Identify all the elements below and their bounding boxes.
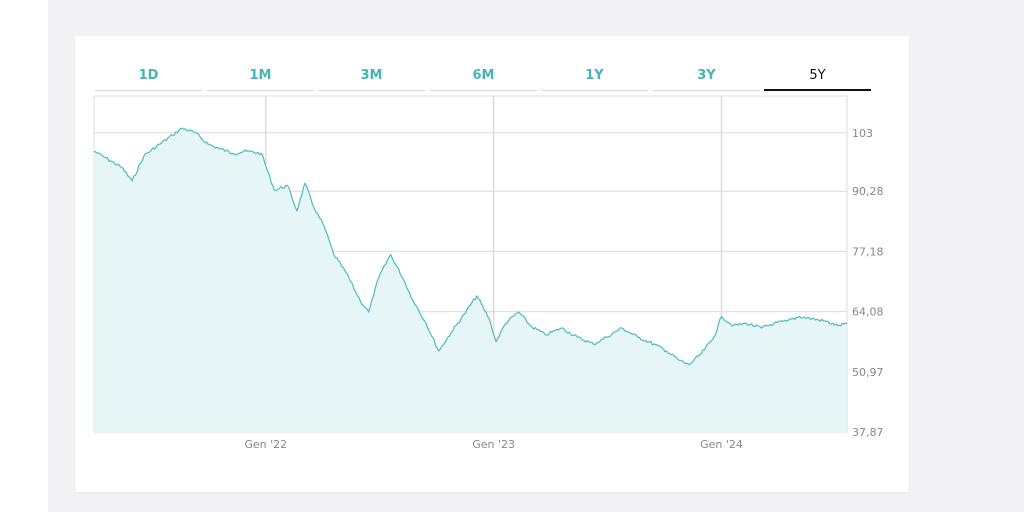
y-tick-label: 37,87 <box>852 426 884 439</box>
y-tick-label: 77,18 <box>852 245 884 258</box>
price-line <box>93 127 848 366</box>
tab-3y[interactable]: 3Y <box>653 62 760 91</box>
tab-1y[interactable]: 1Y <box>541 62 648 91</box>
price-area-fill <box>94 128 847 432</box>
range-tabs: 1D 1M 3M 6M 1Y 3Y 5Y <box>95 62 876 92</box>
x-tick-label: Gen '22 <box>244 438 287 451</box>
y-tick-label: 103 <box>852 127 873 140</box>
y-tick-label: 50,97 <box>852 366 884 379</box>
chart-card: 1D 1M 3M 6M 1Y 3Y 5Y 103 90,28 77,18 64,08 5… <box>75 36 909 492</box>
x-axis-tick-labels: Gen '22 Gen '23 Gen '24 <box>244 438 743 451</box>
y-tick-label: 64,08 <box>852 306 884 319</box>
tab-6m[interactable]: 6M <box>430 62 537 91</box>
tab-1m[interactable]: 1M <box>207 62 314 91</box>
tab-5y[interactable]: 5Y <box>764 62 871 91</box>
y-axis-tick-labels: 103 90,28 77,18 64,08 50,97 37,87 <box>852 127 884 439</box>
y-tick-label: 90,28 <box>852 185 884 198</box>
tab-1d[interactable]: 1D <box>95 62 202 91</box>
x-tick-label: Gen '24 <box>700 438 743 451</box>
tab-3m[interactable]: 3M <box>318 62 425 91</box>
x-tick-label: Gen '23 <box>472 438 515 451</box>
